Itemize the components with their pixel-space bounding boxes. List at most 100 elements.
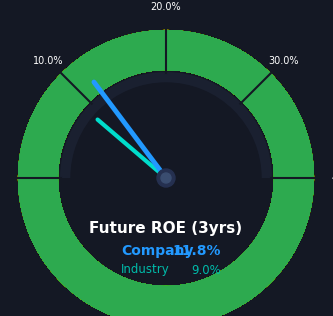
Wedge shape [18, 30, 314, 316]
Wedge shape [18, 30, 314, 316]
Wedge shape [18, 30, 314, 316]
Wedge shape [18, 30, 314, 316]
Wedge shape [18, 30, 314, 316]
Wedge shape [18, 30, 314, 316]
Wedge shape [18, 30, 314, 316]
Text: 9.0%: 9.0% [191, 264, 221, 276]
Wedge shape [18, 30, 314, 316]
Wedge shape [18, 30, 314, 316]
Wedge shape [18, 30, 314, 316]
Wedge shape [18, 30, 314, 316]
Wedge shape [18, 30, 314, 316]
Wedge shape [18, 30, 314, 316]
Wedge shape [18, 30, 314, 316]
Wedge shape [18, 30, 314, 316]
Wedge shape [18, 30, 314, 316]
Wedge shape [18, 30, 314, 316]
Wedge shape [18, 30, 314, 316]
Wedge shape [18, 30, 314, 316]
Wedge shape [18, 30, 314, 316]
Wedge shape [18, 30, 314, 316]
Wedge shape [18, 30, 314, 316]
Wedge shape [18, 30, 314, 316]
Wedge shape [18, 30, 314, 316]
Wedge shape [18, 30, 314, 316]
Wedge shape [18, 30, 314, 316]
Wedge shape [18, 30, 314, 316]
Wedge shape [18, 30, 314, 316]
Wedge shape [18, 30, 314, 316]
Wedge shape [18, 30, 314, 316]
Wedge shape [18, 30, 314, 316]
Wedge shape [18, 30, 314, 316]
Wedge shape [18, 30, 314, 316]
Wedge shape [18, 30, 314, 316]
Wedge shape [18, 30, 314, 316]
Wedge shape [18, 30, 314, 316]
Wedge shape [18, 30, 314, 316]
Circle shape [71, 83, 261, 273]
Wedge shape [18, 30, 314, 316]
Wedge shape [18, 30, 314, 316]
Wedge shape [18, 30, 314, 316]
Wedge shape [18, 30, 314, 316]
Wedge shape [18, 30, 314, 316]
Wedge shape [18, 30, 314, 316]
Wedge shape [18, 30, 314, 316]
Wedge shape [18, 30, 314, 316]
Wedge shape [18, 30, 314, 316]
Wedge shape [18, 30, 314, 316]
Wedge shape [18, 30, 314, 316]
Wedge shape [18, 30, 314, 316]
Wedge shape [18, 30, 314, 316]
Wedge shape [18, 30, 314, 316]
Circle shape [161, 173, 171, 183]
Wedge shape [18, 30, 314, 316]
Wedge shape [18, 30, 314, 316]
Wedge shape [18, 30, 314, 316]
Wedge shape [18, 30, 314, 316]
Wedge shape [18, 30, 314, 316]
Wedge shape [18, 30, 314, 316]
Wedge shape [18, 30, 314, 316]
Wedge shape [18, 30, 314, 316]
Wedge shape [18, 30, 314, 316]
Wedge shape [18, 30, 314, 316]
Wedge shape [18, 30, 314, 316]
Wedge shape [18, 30, 314, 316]
Wedge shape [18, 30, 314, 316]
Wedge shape [18, 30, 314, 316]
Wedge shape [18, 30, 314, 316]
Wedge shape [18, 30, 314, 316]
Wedge shape [18, 30, 314, 316]
Wedge shape [18, 30, 314, 316]
Wedge shape [18, 30, 314, 316]
Wedge shape [18, 30, 314, 316]
Wedge shape [18, 30, 314, 316]
Wedge shape [18, 30, 314, 316]
Wedge shape [18, 30, 314, 316]
Wedge shape [18, 30, 314, 316]
Wedge shape [18, 30, 314, 316]
Wedge shape [18, 30, 314, 316]
Wedge shape [18, 30, 314, 316]
Wedge shape [18, 30, 314, 316]
Wedge shape [18, 30, 314, 316]
Wedge shape [18, 30, 314, 316]
Wedge shape [18, 30, 314, 316]
Text: 11.8%: 11.8% [172, 244, 221, 258]
Wedge shape [18, 30, 314, 316]
Wedge shape [18, 30, 314, 316]
Wedge shape [18, 30, 314, 316]
Wedge shape [18, 30, 314, 316]
Wedge shape [18, 30, 314, 316]
Wedge shape [18, 30, 314, 316]
Wedge shape [18, 30, 314, 316]
Wedge shape [18, 30, 314, 316]
Wedge shape [18, 30, 314, 316]
Wedge shape [18, 30, 314, 316]
Wedge shape [18, 30, 314, 316]
Wedge shape [18, 30, 314, 316]
Wedge shape [18, 30, 314, 316]
Wedge shape [18, 30, 314, 316]
